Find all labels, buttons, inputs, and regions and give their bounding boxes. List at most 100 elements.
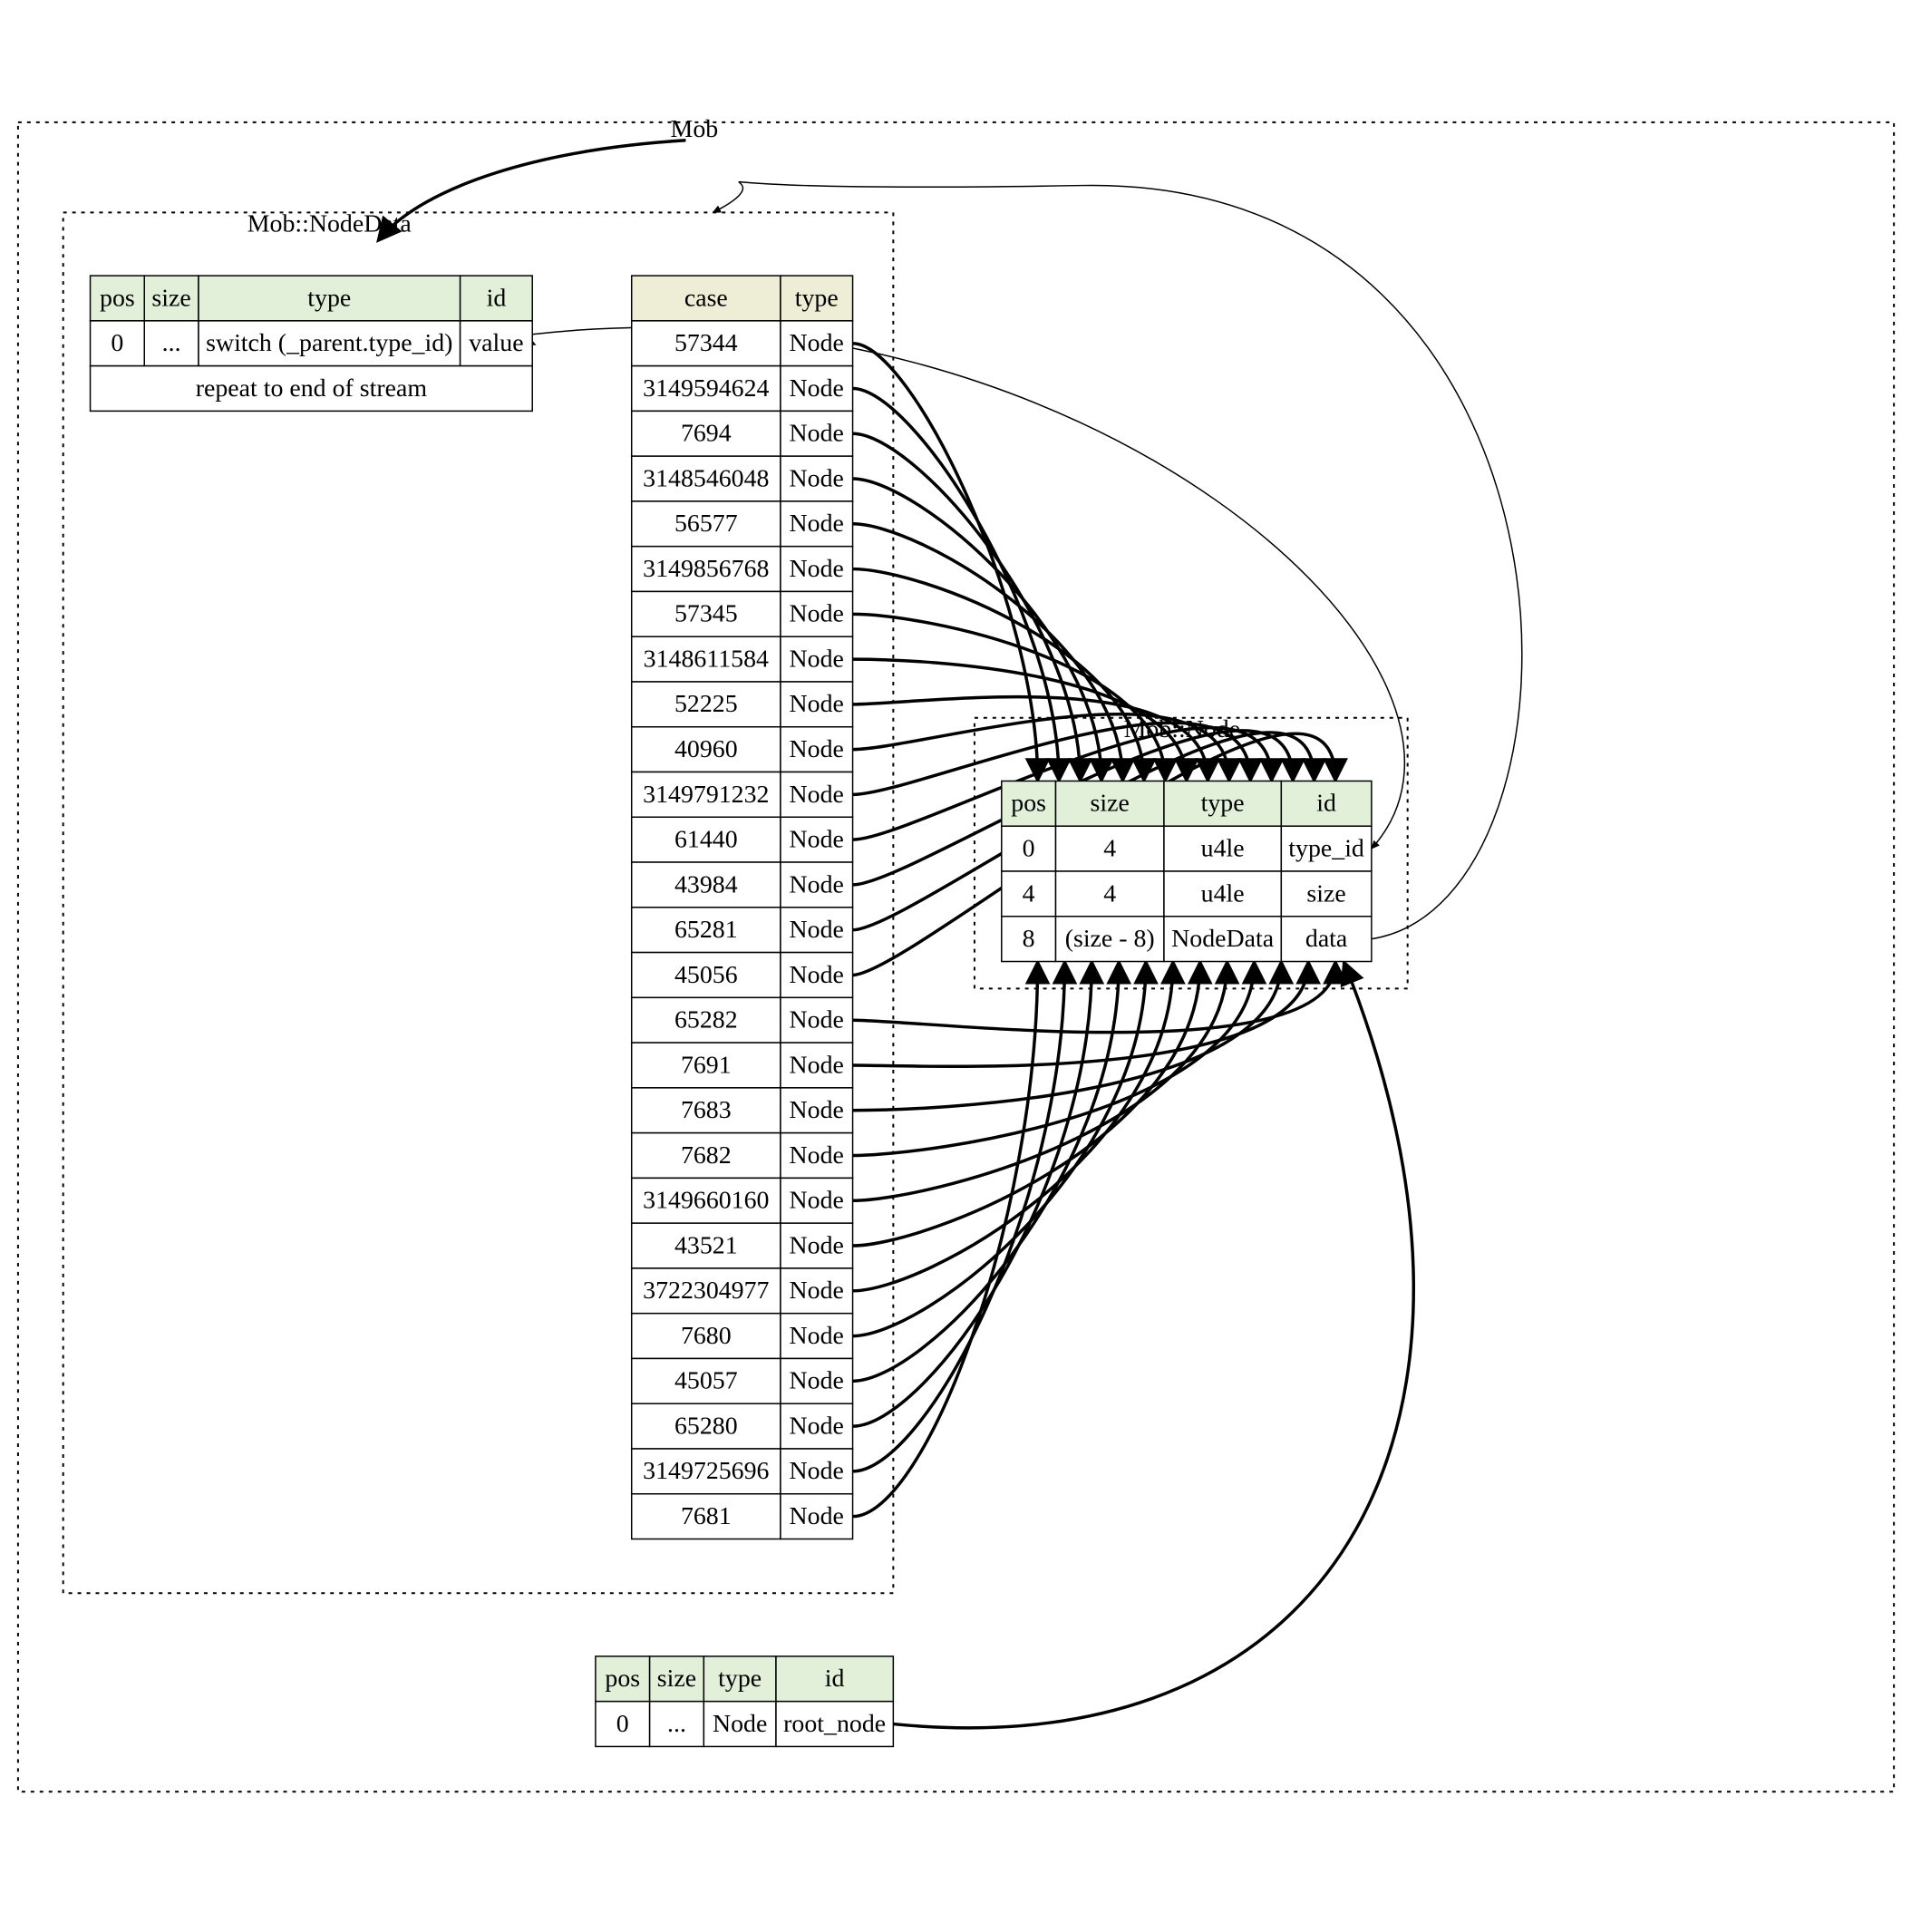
table-header-text: size [151, 284, 190, 312]
table-cell-text: Node [790, 916, 844, 944]
edge-case-to-node [853, 964, 1038, 1517]
table-cell-text: switch (_parent.type_id) [206, 329, 452, 357]
table-cell-text: 65281 [674, 916, 738, 944]
table-cell-text: Node [790, 464, 844, 492]
table-cell-text: 3148546048 [643, 464, 769, 492]
table-cell-text: Node [790, 1457, 844, 1485]
table-cell-text: 0 [111, 329, 123, 357]
edge-root-to-node [893, 964, 1413, 1728]
table-cell-text: 65282 [674, 1006, 738, 1034]
table-cell-text: 57345 [674, 600, 738, 628]
table-cell-text: Node [790, 781, 844, 809]
table-header-text: size [657, 1665, 696, 1693]
table-cell-text: Node [790, 1006, 844, 1034]
table-cell-text: 0 [1023, 834, 1035, 862]
table-cell-text: Node [713, 1710, 767, 1738]
table-header-text: pos [605, 1665, 640, 1693]
table-cell-text: Node [790, 645, 844, 673]
table-header-text: id [1316, 790, 1336, 818]
table-cell-text: Node [790, 870, 844, 898]
table-cell-text: 52225 [674, 690, 738, 718]
table-header-text: case [684, 284, 728, 312]
table-cell-text: 56577 [674, 510, 738, 538]
table-header-text: size [1091, 790, 1130, 818]
table-cell-text: 4 [1103, 834, 1116, 862]
edge-case-to-node [853, 964, 1282, 1111]
table-cell-text: 43984 [674, 870, 738, 898]
table-header-text: type [1201, 790, 1245, 818]
table-cell-text: 3149791232 [643, 781, 769, 809]
table-header-text: id [487, 284, 507, 312]
table-cell-text: Node [790, 1367, 844, 1395]
table-cell-text: 3149856768 [643, 555, 769, 583]
table-cell-text: 3149660160 [643, 1187, 769, 1215]
table-cell-text: Node [790, 1231, 844, 1259]
table-cell-text: 7682 [681, 1141, 732, 1170]
table-cell-text: 4 [1023, 879, 1035, 908]
table-cell-text: Node [790, 420, 844, 448]
table-cell-text: 0 [616, 1710, 629, 1738]
table-header-text: id [825, 1665, 845, 1693]
table-header-text: type [718, 1665, 762, 1693]
table-cell-text: 7694 [681, 420, 732, 448]
table-cell-text: 7683 [681, 1096, 732, 1124]
table-cell-text: Node [790, 329, 844, 357]
table-cell-text: 3149594624 [643, 374, 769, 403]
table-cell-text: 65280 [674, 1412, 738, 1440]
table-cell-text: 45056 [674, 961, 738, 989]
table-header-text: type [307, 284, 351, 312]
table-cell-text: Node [790, 690, 844, 718]
table-cell-text: Node [790, 1412, 844, 1440]
table-footer-text: repeat to end of stream [196, 374, 428, 403]
table-cell-text: Node [790, 1322, 844, 1350]
table-cell-text: 45057 [674, 1367, 738, 1395]
table-cell-text: data [1305, 925, 1347, 953]
table-cell-text: value [469, 329, 523, 357]
table-cell-text: ... [667, 1710, 686, 1738]
table-cell-text: u4le [1201, 834, 1245, 862]
table-cell-text: 8 [1023, 925, 1035, 953]
table-cell-text: Node [790, 1051, 844, 1079]
table-cell-text: Node [790, 374, 844, 403]
edge-case-to-node [853, 344, 1038, 780]
label-nodedata: Mob::NodeData [247, 210, 412, 238]
table-cell-text: Node [790, 1187, 844, 1215]
table-header-text: pos [1011, 790, 1046, 818]
table-cell-text: 43521 [674, 1231, 738, 1259]
diagram-canvas: possizetypeid0...switch (_parent.type_id… [0, 0, 1921, 1932]
label-mob: Mob [671, 115, 719, 143]
table-cell-text: 4 [1103, 879, 1116, 908]
edge-case-to-node [853, 479, 1101, 779]
label-node: Mob::Node [1124, 715, 1240, 743]
table-header-text: pos [100, 284, 135, 312]
table-cell-text: Node [790, 600, 844, 628]
table-header-text: type [795, 284, 839, 312]
table-cell-text: Node [790, 1096, 844, 1124]
table-cell-text: (size - 8) [1065, 925, 1155, 953]
table-cell-text: 61440 [674, 826, 738, 854]
table-cell-text: Node [790, 555, 844, 583]
table-cell-text: 40960 [674, 735, 738, 763]
table-cell-text: 7680 [681, 1322, 732, 1350]
table-cell-text: root_node [783, 1710, 886, 1738]
table-cell-text: Node [790, 1277, 844, 1305]
table-cell-text: Node [790, 961, 844, 989]
table-cell-text: size [1306, 879, 1345, 908]
table-cell-text: Node [790, 1141, 844, 1170]
table-cell-text: 7681 [681, 1502, 732, 1530]
table-cell-text: 3148611584 [644, 645, 769, 673]
table-cell-text: u4le [1201, 879, 1245, 908]
table-cell-text: Node [790, 1502, 844, 1530]
table-cell-text: 3149725696 [643, 1457, 769, 1485]
table-cell-text: NodeData [1171, 925, 1274, 953]
table-cell-text: 3722304977 [643, 1277, 769, 1305]
table-cell-text: Node [790, 735, 844, 763]
edge-case-to-node [853, 433, 1081, 779]
table-cell-text: ... [162, 329, 181, 357]
table-cell-text: 57344 [674, 329, 738, 357]
edge-mob-to-nodedata [379, 141, 685, 239]
table-cell-text: Node [790, 510, 844, 538]
table-cell-text: 7691 [681, 1051, 732, 1079]
table-cell-text: type_id [1288, 834, 1364, 862]
table-cell-text: Node [790, 826, 844, 854]
